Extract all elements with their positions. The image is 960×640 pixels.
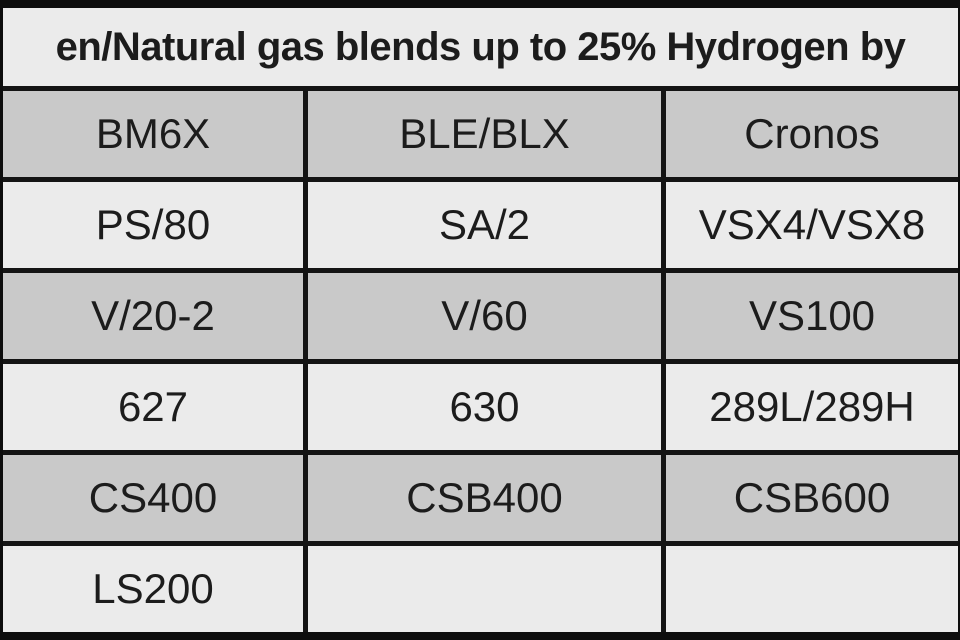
table-cell: V/20-2 [3, 273, 303, 359]
table-row: LS200 [3, 546, 958, 632]
table-cell: 627 [3, 364, 303, 450]
table-cell: CSB400 [308, 455, 661, 541]
models-table: en/Natural gas blends up to 25% Hydrogen… [3, 8, 958, 632]
table-row: 627 630 289L/289H [3, 364, 958, 450]
table-cell: CS400 [3, 455, 303, 541]
table-title: en/Natural gas blends up to 25% Hydrogen… [3, 8, 958, 86]
table-cell: V/60 [308, 273, 661, 359]
table-cell: 289L/289H [666, 364, 958, 450]
header-cell-col3: Cronos [666, 91, 958, 177]
table-cell [666, 546, 958, 632]
table-cell: VS100 [666, 273, 958, 359]
header-cell-col2: BLE/BLX [308, 91, 661, 177]
table-row: CS400 CSB400 CSB600 [3, 455, 958, 541]
table-header-row: BM6X BLE/BLX Cronos [3, 91, 958, 177]
table-cell: 630 [308, 364, 661, 450]
table-cell: CSB600 [666, 455, 958, 541]
table-cell: LS200 [3, 546, 303, 632]
table-body: BM6X BLE/BLX Cronos PS/80 SA/2 VSX4/VSX8… [3, 86, 958, 632]
table-cell: VSX4/VSX8 [666, 182, 958, 268]
table-cell: SA/2 [308, 182, 661, 268]
table-cell [308, 546, 661, 632]
table-row: V/20-2 V/60 VS100 [3, 273, 958, 359]
header-cell-col1: BM6X [3, 91, 303, 177]
table-row: PS/80 SA/2 VSX4/VSX8 [3, 182, 958, 268]
table-cell: PS/80 [3, 182, 303, 268]
